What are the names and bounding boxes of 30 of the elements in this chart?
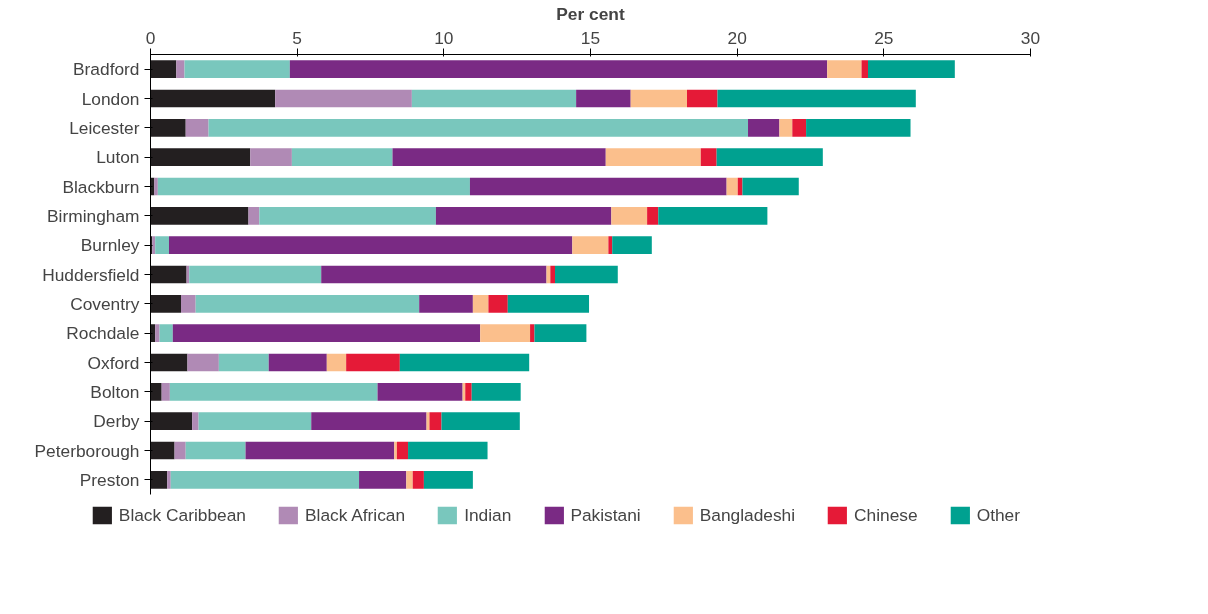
x-axis-title: Per cent [556, 3, 625, 24]
x-tick-label: 20 [727, 27, 747, 48]
y-tick-label: Rochdale [66, 323, 140, 344]
legend-label: Pakistani [570, 504, 641, 526]
y-tick-label: Oxford [87, 352, 140, 373]
y-tick-label: Derby [93, 411, 140, 432]
y-tick-label: Bolton [90, 381, 140, 402]
legend-label: Indian [464, 504, 512, 526]
y-tick-label: Luton [96, 147, 140, 168]
y-tick-label: Preston [79, 469, 140, 490]
legend-label: Bangladeshi [699, 504, 796, 526]
x-tick-label: 0 [145, 27, 156, 48]
y-tick-label: London [81, 88, 140, 109]
y-tick-label: Birmingham [47, 205, 140, 226]
legend-label: Other [976, 504, 1020, 526]
x-tick-label: 15 [580, 27, 601, 48]
y-tick-label: Coventry [70, 293, 140, 314]
y-tick-label: Blackburn [62, 176, 140, 197]
legend-label: Black Caribbean [118, 504, 246, 526]
x-tick-label: 10 [434, 27, 454, 48]
y-tick-label: Burnley [80, 235, 140, 256]
y-tick-label: Bradford [73, 59, 140, 80]
x-tick-label: 30 [1020, 27, 1041, 48]
y-tick-label: Peterborough [34, 440, 140, 461]
legend-label: Chinese [854, 504, 918, 526]
legend-label: Black African [304, 504, 406, 526]
x-tick-label: 25 [874, 27, 894, 48]
x-tick-label: 5 [292, 27, 302, 48]
y-tick-label: Leicester [69, 117, 140, 138]
y-tick-label: Huddersfield [42, 264, 140, 285]
